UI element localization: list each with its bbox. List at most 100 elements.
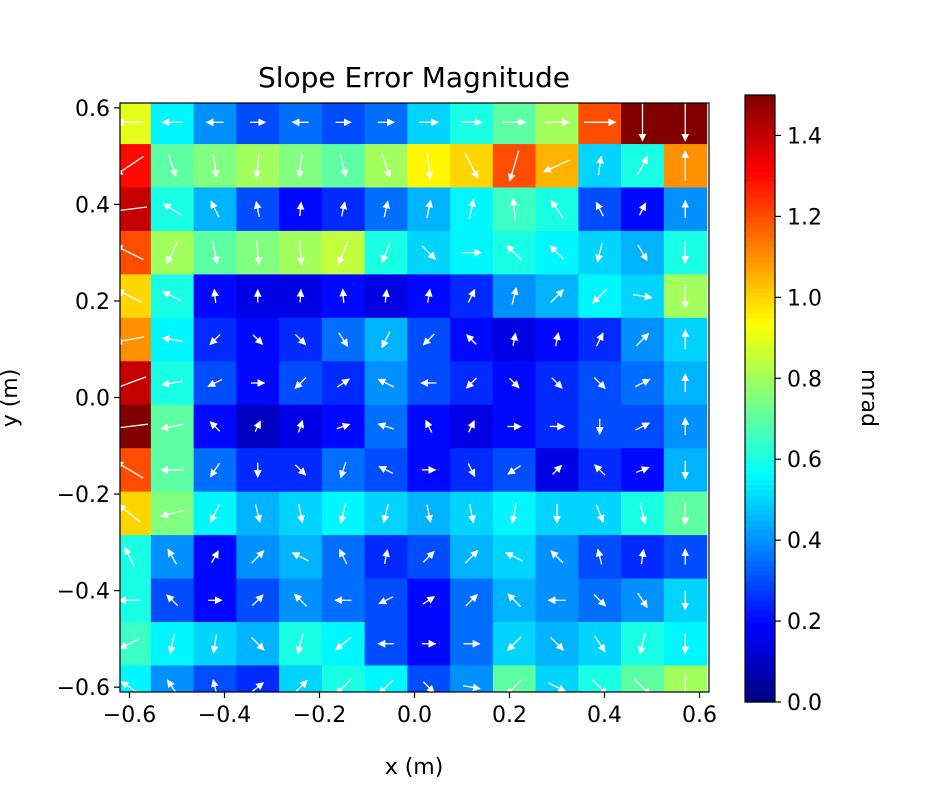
colorbar-segment xyxy=(745,621,775,627)
heatmap-cell xyxy=(364,103,408,145)
colorbar-segment xyxy=(745,681,775,688)
colorbar-segment xyxy=(745,565,775,572)
quiver-arrow xyxy=(210,200,220,218)
quiver-arrow xyxy=(466,334,477,345)
heatmap-cell xyxy=(120,274,152,319)
quiver-arrow xyxy=(250,636,265,651)
colorbar-segment xyxy=(745,616,775,622)
colorbar-segment xyxy=(745,100,775,106)
quiver-arrow xyxy=(167,548,178,565)
quiver-arrow xyxy=(543,159,571,173)
colorbar-segment xyxy=(745,206,775,212)
quiver-arrow xyxy=(209,462,221,478)
colorbar-segment xyxy=(745,246,775,253)
quiver-arrow xyxy=(593,594,607,607)
colorbar-segment xyxy=(745,504,775,511)
colorbar-segment xyxy=(745,272,775,278)
colorbar-segment xyxy=(745,337,775,344)
y-tick-label: −0.4 xyxy=(57,580,110,605)
quiver-arrow xyxy=(211,288,219,303)
colorbar-segment xyxy=(745,641,775,647)
x-axis-label: x (m) xyxy=(385,755,444,780)
quiver-arrow xyxy=(296,289,305,303)
quiver-arrow xyxy=(634,378,651,388)
quiver-arrow xyxy=(336,422,351,431)
colorbar-segment xyxy=(745,251,775,258)
heatmap-cell xyxy=(120,361,152,406)
quiver-arrow xyxy=(510,197,518,221)
quiver-arrow xyxy=(467,420,475,433)
quiver-arrow xyxy=(510,332,518,346)
colorbar-segment xyxy=(745,373,775,379)
colorbar-segment xyxy=(745,418,775,425)
colorbar-segment xyxy=(745,261,775,268)
quiver-arrow xyxy=(422,333,435,346)
heatmap-cell xyxy=(492,103,537,145)
x-tick-label: 0.2 xyxy=(492,703,527,728)
colorbar-tick-label: 1.2 xyxy=(787,205,822,230)
quiver-arrow xyxy=(209,421,221,432)
colorbar-segment xyxy=(745,322,775,329)
colorbar-segment xyxy=(745,646,775,653)
x-tick-label: −0.2 xyxy=(293,703,346,728)
quiver-arrow xyxy=(252,334,264,345)
quiver-arrow xyxy=(334,637,352,651)
quiver-arrow xyxy=(377,422,394,430)
colorbar-segment xyxy=(745,494,775,501)
colorbar-segment xyxy=(745,388,775,395)
y-tick-label: 0.0 xyxy=(75,387,110,412)
y-tick-label: −0.2 xyxy=(57,483,110,508)
quiver-arrow xyxy=(339,201,348,217)
quiver-arrow xyxy=(506,244,523,261)
colorbar-segment xyxy=(745,666,775,673)
quiver-arrow xyxy=(425,152,434,181)
quiver-arrow xyxy=(507,593,522,608)
quiver-arrow xyxy=(595,201,604,217)
y-tick-label: 0.4 xyxy=(75,193,110,218)
quiver-arrow xyxy=(421,245,437,260)
colorbar-segment xyxy=(745,570,775,577)
quiver-arrow xyxy=(120,206,148,212)
colorbar-segment xyxy=(745,342,775,349)
heatmap-cell xyxy=(193,103,237,145)
colorbar-segment xyxy=(745,479,775,486)
quiver-arrow xyxy=(464,152,479,179)
quiver-arrow xyxy=(294,377,307,390)
colorbar-segment xyxy=(745,241,775,248)
colorbar-segment xyxy=(745,469,775,475)
quiver-arrow xyxy=(168,154,178,178)
colorbar-segment xyxy=(745,524,775,531)
colorbar-segment xyxy=(745,196,775,202)
colorbar-segment xyxy=(745,105,775,111)
colorbar-segment xyxy=(745,191,775,197)
quiver-arrow xyxy=(425,419,433,433)
quiver-arrow xyxy=(550,550,564,564)
quiver-arrows xyxy=(120,103,690,692)
quiver-arrow xyxy=(552,464,563,475)
quiver-arrow xyxy=(506,636,522,651)
quiver-arrow xyxy=(382,548,390,565)
chart-title: Slope Error Magnitude xyxy=(258,61,570,94)
colorbar-segment xyxy=(745,575,775,582)
quiver-arrow xyxy=(468,198,476,220)
quiver-arrow xyxy=(120,423,148,429)
heatmap-cell xyxy=(120,103,152,145)
quiver-arrow xyxy=(291,552,309,562)
quiver-arrow xyxy=(548,682,567,692)
quiver-arrow xyxy=(593,635,606,653)
colorbar-segment xyxy=(745,125,775,132)
quiver-arrow xyxy=(211,550,219,564)
colorbar-segment xyxy=(745,595,775,602)
quiver-arrow xyxy=(120,504,141,523)
y-axis-ticks: 0.6 0.4 0.2 0.0 −0.2 −0.4 −0.6 xyxy=(57,97,120,701)
colorbar-segment xyxy=(745,378,775,384)
quiver-arrow xyxy=(162,290,182,302)
quiver-arrow xyxy=(295,633,304,655)
quiver-arrow xyxy=(339,288,348,303)
heatmap-cell xyxy=(535,103,579,145)
quiver-arrow xyxy=(120,681,138,692)
colorbar-segment xyxy=(745,631,775,637)
quiver-arrow xyxy=(382,200,391,218)
colorbar-segment xyxy=(745,489,775,496)
quiver-arrow xyxy=(251,594,264,607)
